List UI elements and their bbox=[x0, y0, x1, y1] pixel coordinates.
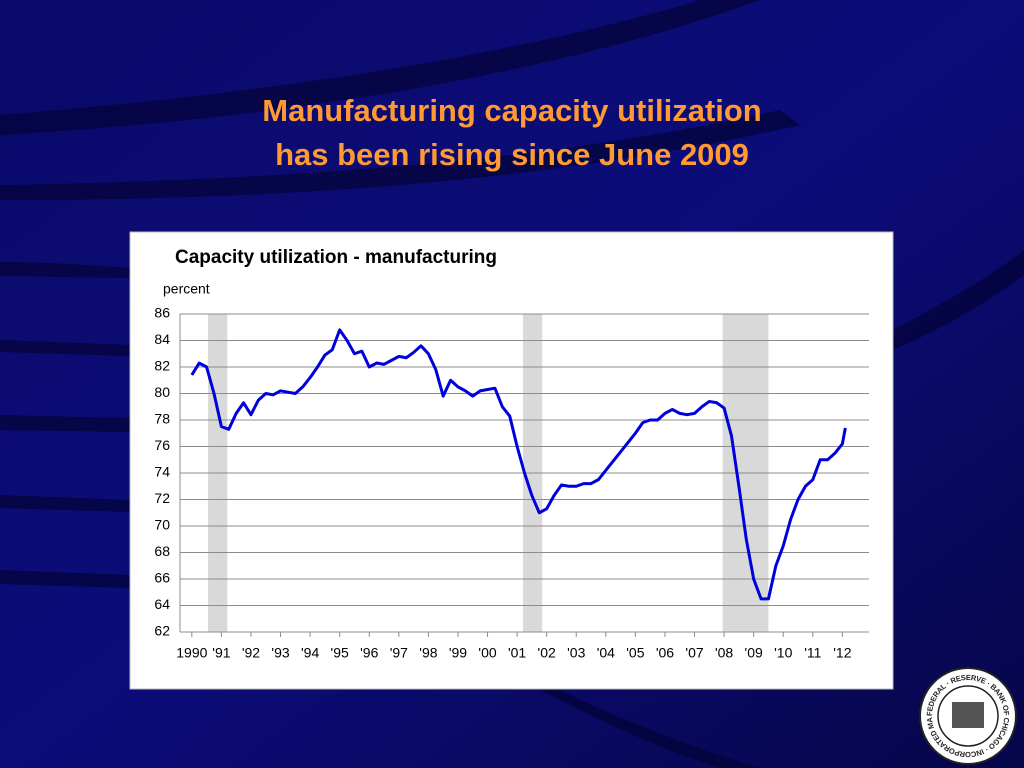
x-tick-label: 1990 bbox=[176, 645, 207, 661]
x-tick-label: '94 bbox=[301, 645, 319, 661]
x-tick-label: '97 bbox=[390, 645, 408, 661]
y-tick-label: 78 bbox=[154, 411, 170, 427]
x-tick-label: '06 bbox=[656, 645, 674, 661]
y-tick-label: 64 bbox=[154, 596, 170, 612]
x-tick-label: '99 bbox=[449, 645, 467, 661]
y-tick-label: 72 bbox=[154, 490, 170, 506]
y-tick-label: 68 bbox=[154, 543, 170, 559]
y-tick-label: 82 bbox=[154, 358, 170, 374]
seal-inner bbox=[937, 685, 999, 747]
x-tick-label: '12 bbox=[833, 645, 851, 661]
x-tick-label: '01 bbox=[508, 645, 526, 661]
x-tick-label: '91 bbox=[212, 645, 230, 661]
y-tick-label: 80 bbox=[154, 384, 170, 400]
y-tick-label: 86 bbox=[154, 305, 170, 321]
x-tick-label: '98 bbox=[419, 645, 437, 661]
data-line bbox=[190, 328, 847, 601]
seal-emblem bbox=[952, 702, 984, 728]
x-tick-label: '03 bbox=[567, 645, 585, 661]
y-axis-label: percent bbox=[163, 281, 210, 297]
y-tick-label: 70 bbox=[154, 517, 170, 533]
x-tick-label: '07 bbox=[685, 645, 703, 661]
x-tick-label: '92 bbox=[242, 645, 260, 661]
x-tick-label: '05 bbox=[626, 645, 644, 661]
x-tick-label: '95 bbox=[331, 645, 349, 661]
y-tick-label: 74 bbox=[154, 464, 170, 480]
plot: 62 64 66 68 70 72 74 76 78 80 82 84 86 1990 '91 '92 '93 '… bbox=[154, 305, 869, 661]
chart-title: Capacity utilization - manufacturing bbox=[175, 247, 497, 268]
slide-title: Manufacturing capacity utilization bbox=[262, 93, 762, 128]
x-tick-label: '93 bbox=[271, 645, 289, 661]
slide-title: has been rising since June 2009 bbox=[275, 137, 749, 172]
y-tick-label: 76 bbox=[154, 437, 170, 453]
x-tick-label: '08 bbox=[715, 645, 733, 661]
y-tick-label: 84 bbox=[154, 331, 170, 347]
x-tick-label: '00 bbox=[478, 645, 496, 661]
x-tick-label: '09 bbox=[745, 645, 763, 661]
y-tick-label: 66 bbox=[154, 570, 170, 586]
x-tick-label: '04 bbox=[597, 645, 615, 661]
x-tick-label: '11 bbox=[804, 645, 821, 661]
x-tick-label: '10 bbox=[774, 645, 792, 661]
x-tick-label: '02 bbox=[538, 645, 556, 661]
y-tick-label: 62 bbox=[154, 623, 170, 639]
chart-panel bbox=[129, 231, 894, 690]
x-tick-label: '96 bbox=[360, 645, 378, 661]
